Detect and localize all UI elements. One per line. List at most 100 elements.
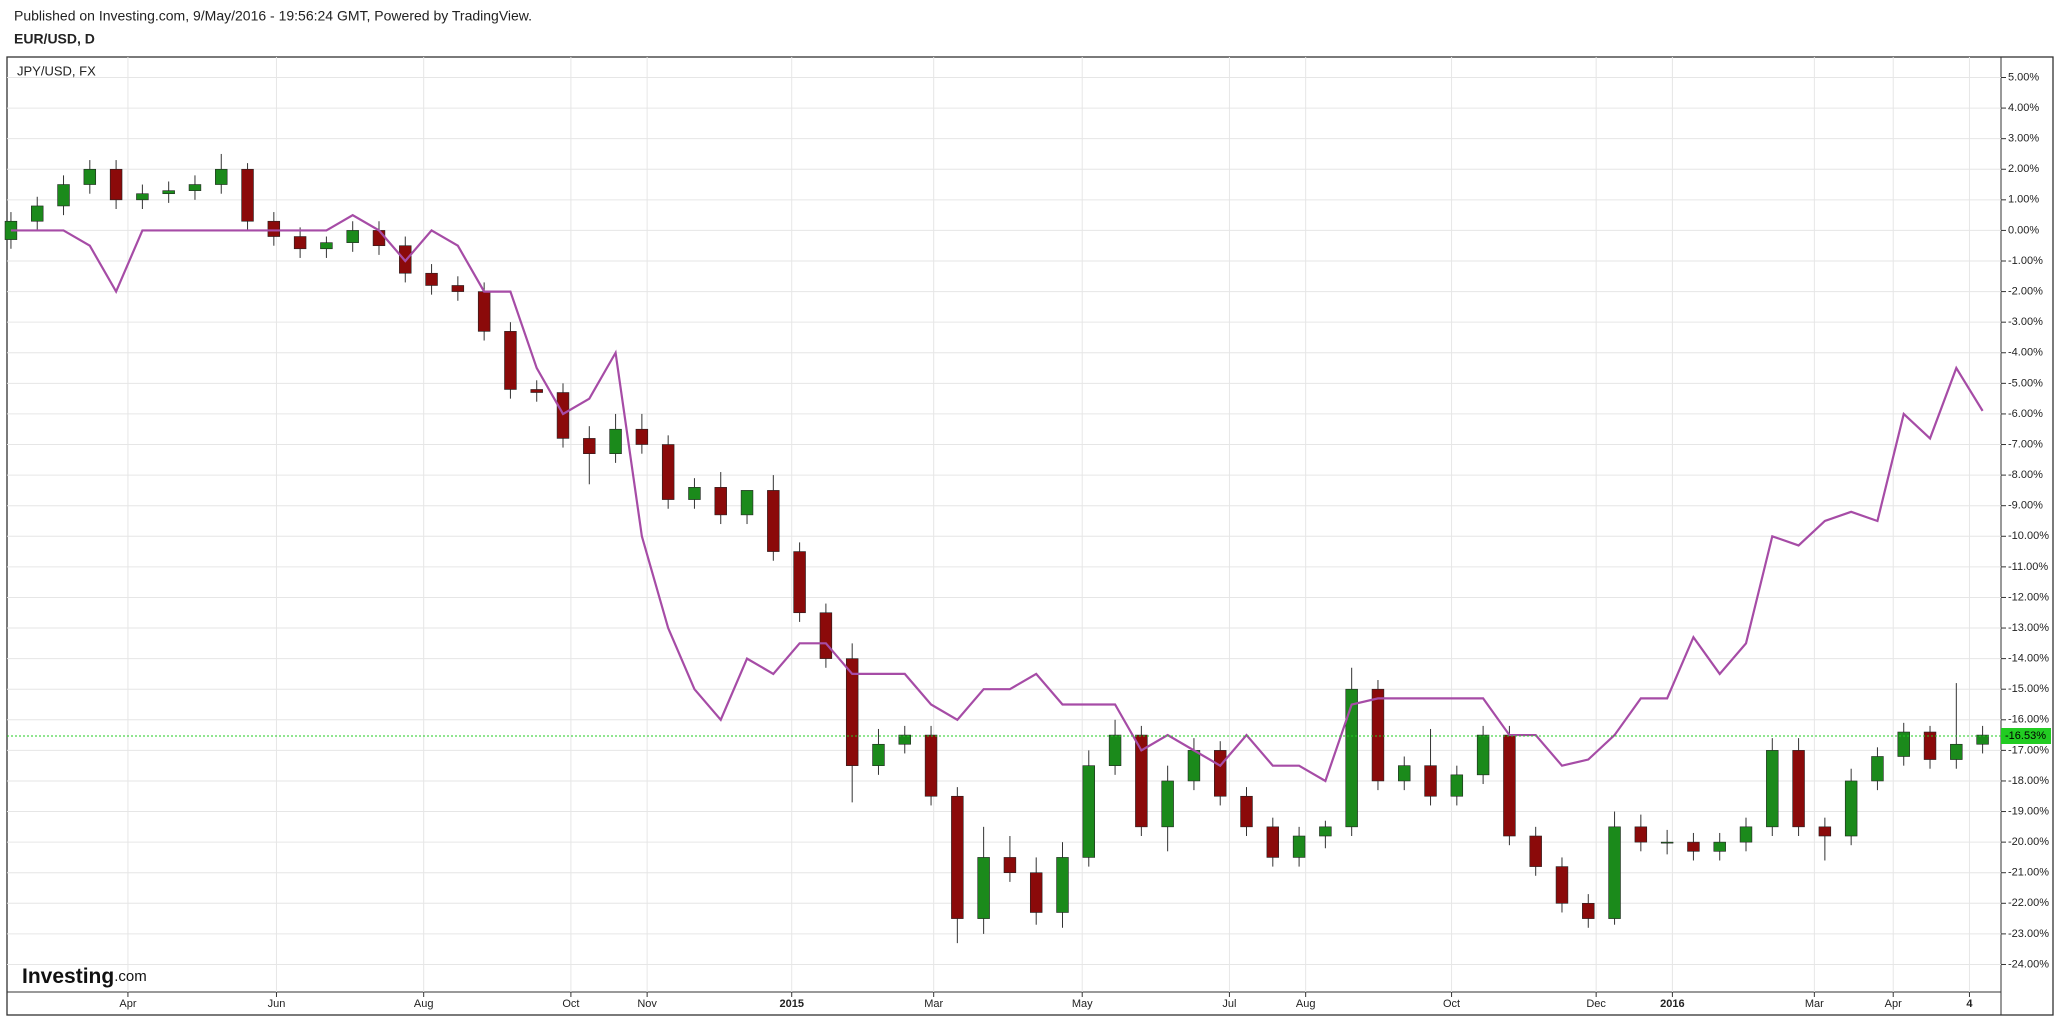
candle-body <box>1529 835 1542 867</box>
candle-body <box>109 168 123 201</box>
candle-body <box>162 190 175 195</box>
candle-body <box>688 487 701 500</box>
y-tick-label: 1.00% <box>2008 194 2039 206</box>
candle-body <box>1503 734 1516 837</box>
candle-body <box>740 490 754 516</box>
y-tick-label: -5.00% <box>2008 377 2043 389</box>
y-tick-label: -8.00% <box>2008 469 2043 481</box>
candle-body <box>293 236 307 250</box>
candle-body <box>1476 734 1490 776</box>
legend-label: JPY/USD, FX <box>17 63 96 78</box>
logo-suffix: .com <box>114 968 147 985</box>
candle-body <box>136 193 149 201</box>
y-tick-label: -12.00% <box>2008 591 2049 603</box>
candle-body <box>1450 774 1464 797</box>
candle-body <box>1555 866 1569 904</box>
candle-body <box>504 331 517 390</box>
y-tick-label: -7.00% <box>2008 438 2043 450</box>
candle-body <box>1608 826 1621 919</box>
last-price-badge <box>2001 727 2051 744</box>
candle-body <box>1371 688 1385 782</box>
compare-line <box>10 213 1984 783</box>
candle-body <box>1871 756 1884 782</box>
candle-body <box>31 205 44 222</box>
candle-body <box>215 168 228 185</box>
candle-body <box>372 230 386 247</box>
symbol-title: EUR/USD, D <box>14 31 95 47</box>
x-tick-label: 2015 <box>779 998 803 1010</box>
candle-body <box>872 743 885 766</box>
candle-body <box>1766 750 1779 828</box>
y-tick-label: -4.00% <box>2008 347 2043 359</box>
y-tick-label: -21.00% <box>2008 867 2049 879</box>
x-tick-label: May <box>1072 998 1093 1010</box>
y-tick-label: -6.00% <box>2008 408 2043 420</box>
candle-body <box>425 272 438 286</box>
candle-body <box>267 220 281 237</box>
candle-body <box>1424 765 1437 797</box>
candle-body <box>1240 795 1253 828</box>
candle-body <box>1976 734 1989 745</box>
candle-body <box>1923 731 1937 760</box>
x-tick-label: Apr <box>1885 998 1902 1010</box>
logo: Investing.com <box>22 965 147 988</box>
candle-body <box>635 428 649 445</box>
logo-brand: Investing <box>22 965 114 988</box>
candle-body <box>1844 780 1858 837</box>
y-tick-label: -1.00% <box>2008 255 2043 267</box>
candle-body <box>477 291 491 332</box>
y-tick-label: 3.00% <box>2008 133 2039 145</box>
candle-body <box>1003 857 1017 874</box>
y-tick-label: -18.00% <box>2008 775 2049 787</box>
candle-body <box>793 551 806 614</box>
candle-body <box>57 184 70 207</box>
candle-body <box>1056 857 1069 913</box>
y-tick-label: -3.00% <box>2008 316 2043 328</box>
y-tick-label: -22.00% <box>2008 897 2049 909</box>
candle-body <box>1214 750 1227 797</box>
candle-body <box>1319 826 1332 837</box>
last-price-label: -16.53% <box>2005 730 2046 742</box>
plot <box>4 153 2001 944</box>
candle-body <box>556 392 570 439</box>
candle-body <box>346 230 359 243</box>
candle-body <box>1739 826 1753 843</box>
candle-body <box>1818 826 1832 837</box>
candle-body <box>1292 835 1306 858</box>
grid <box>7 57 2001 992</box>
candle-body <box>819 612 833 659</box>
candle-body <box>898 734 911 745</box>
candle-body <box>1634 826 1648 843</box>
x-tick-label: Apr <box>119 998 136 1010</box>
x-tick-label: Mar <box>924 998 943 1010</box>
candle-body <box>1345 688 1358 828</box>
candle-body <box>451 285 465 292</box>
candle-body <box>1660 841 1674 844</box>
y-tick-label: -17.00% <box>2008 744 2049 756</box>
candle-body <box>241 168 254 222</box>
candle-body <box>609 428 622 454</box>
candle-body <box>1950 743 1963 760</box>
y-tick-label: -20.00% <box>2008 836 2049 848</box>
x-tick-label: Aug <box>414 998 434 1010</box>
x-tick-label: 4 <box>1966 998 1973 1010</box>
candle-body <box>188 184 202 191</box>
candle-body <box>924 734 938 797</box>
candle-body <box>1135 734 1148 828</box>
candle-body <box>1792 750 1805 828</box>
candle-body <box>320 242 333 250</box>
y-tick-label: -14.00% <box>2008 653 2049 665</box>
candle-body <box>1187 750 1201 782</box>
candle-body <box>1897 731 1910 757</box>
candle-body <box>83 168 97 185</box>
x-tick-label: Nov <box>637 998 657 1010</box>
x-tick-label: 2016 <box>1660 998 1684 1010</box>
candle-body <box>1161 780 1174 828</box>
x-tick-label: Oct <box>1443 998 1460 1010</box>
y-tick-label: -15.00% <box>2008 683 2049 695</box>
candle-body <box>1082 765 1095 858</box>
candle-body <box>1029 872 1043 913</box>
y-tick-label: -23.00% <box>2008 928 2049 940</box>
